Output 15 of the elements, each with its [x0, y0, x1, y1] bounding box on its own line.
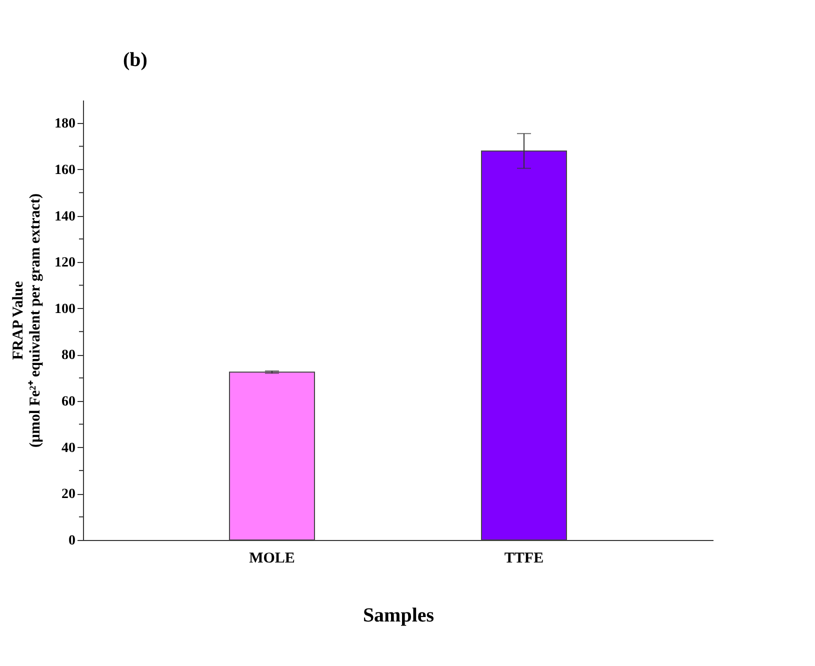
y-tick-label: 180 [54, 116, 76, 132]
y-tick-label: 20 [62, 487, 76, 502]
y-tick-label: 60 [62, 394, 76, 410]
x-axis-title: Samples [362, 604, 434, 626]
y-tick-label: 140 [54, 209, 76, 224]
y-tick-label: 0 [68, 534, 76, 548]
y-tick-label: 160 [54, 162, 76, 178]
x-tick-label: MOLE [249, 550, 295, 566]
y-tick-label: 80 [62, 348, 76, 364]
y-axis-title: FRAP Value (μmol Fe²⁺ equivalent per gram extract) [10, 194, 44, 448]
text: (b) [123, 49, 148, 71]
x-tick-label: TTFE [504, 550, 544, 566]
y-tick-label: 100 [54, 302, 76, 317]
y-tick-label: 120 [54, 256, 76, 271]
y-tick-label: 40 [62, 440, 76, 456]
